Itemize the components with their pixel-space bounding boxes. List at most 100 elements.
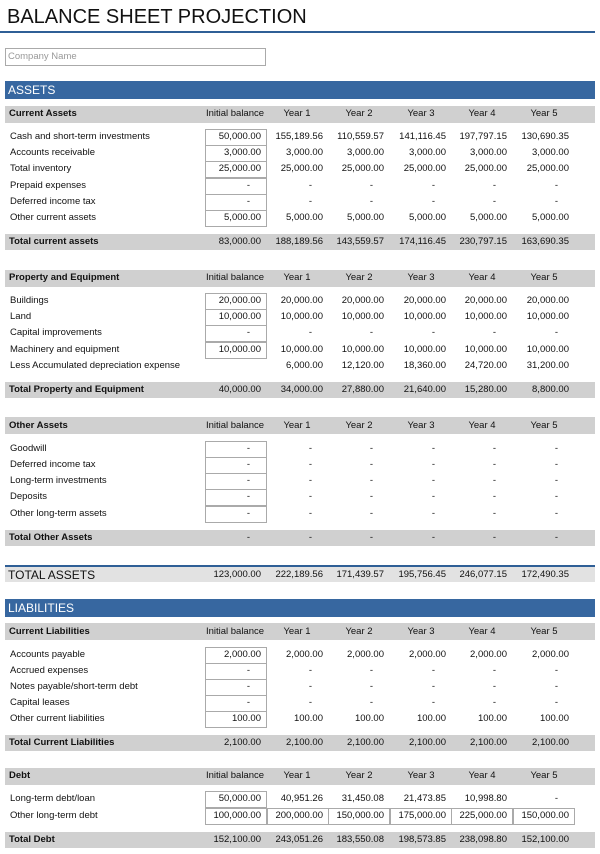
cell-value: - [246, 179, 250, 191]
row-label: Capital leases [10, 697, 70, 709]
column-header: Year 3 [407, 419, 435, 431]
grand-total-value: 222,189.56 [275, 568, 323, 580]
total-value: 2,100.00 [470, 737, 507, 749]
row-label: Accounts payable [10, 648, 85, 660]
input-cell[interactable] [205, 489, 267, 507]
cell-value: 2,000.00 [409, 648, 446, 660]
cell-value: - [492, 507, 496, 519]
cell-value: - [369, 664, 373, 676]
cell-value: 31,200.00 [526, 359, 569, 371]
total-value: 152,100.00 [213, 833, 261, 845]
cell-value: 141,116.45 [399, 131, 446, 142]
section-bar [5, 81, 595, 99]
input-cell[interactable] [205, 473, 267, 491]
input-cell[interactable] [205, 325, 267, 343]
column-header: Year 4 [468, 272, 496, 283]
input-cell[interactable] [205, 341, 267, 359]
cell-value: - [554, 179, 558, 191]
cell-value: - [246, 664, 250, 676]
cell-value: - [431, 459, 435, 470]
total-value: 40,000.00 [218, 383, 261, 395]
cell-value: - [554, 507, 558, 519]
total-label: Total Debt [9, 833, 55, 845]
input-cell[interactable] [205, 678, 267, 697]
cell-value: - [369, 459, 373, 470]
row-label: Long-term debt/loan [10, 793, 96, 805]
cell-value: - [431, 664, 435, 676]
input-cell[interactable] [328, 807, 390, 825]
cell-value: 20,000.00 [218, 295, 261, 306]
grand-total-label: TOTAL ASSETS [8, 567, 96, 582]
total-value: 34,000.00 [280, 383, 323, 395]
row-label: Other long-term debt [10, 809, 98, 821]
total-value: 15,280.00 [464, 383, 507, 395]
input-cell[interactable] [205, 440, 267, 458]
title-rule [0, 31, 595, 33]
row-label: Buildings [10, 295, 49, 306]
row-label: Accounts receivable [10, 147, 96, 159]
company-input[interactable]: Company Name [5, 48, 266, 66]
cell-value: 20,000.00 [341, 295, 384, 306]
cell-value: 100.00 [416, 713, 446, 725]
cell-value: 2,000.00 [347, 648, 384, 660]
cell-value: - [431, 442, 435, 454]
cell-value: 18,360.00 [403, 359, 446, 371]
row-label: Machinery and equipment [10, 343, 120, 355]
total-value: 8,800.00 [532, 383, 569, 395]
row-label: Other long-term assets [10, 507, 107, 519]
cell-value: - [492, 681, 496, 692]
grand-total-value: 172,490.35 [521, 568, 569, 580]
cell-value: 31,450.08 [341, 793, 384, 805]
cell-value: - [554, 491, 558, 503]
cell-value: - [246, 491, 250, 503]
cell-value: - [492, 664, 496, 676]
input-cell[interactable] [205, 662, 267, 680]
column-header: Year 3 [407, 770, 435, 782]
group-header: Property and Equipment [9, 272, 120, 283]
grand-total-value: 123,000.00 [213, 568, 261, 580]
total-label: Total Other Assets [9, 531, 93, 543]
column-header: Initial balance [205, 419, 265, 431]
cell-value: - [246, 507, 250, 519]
cell-value: 10,000.00 [403, 311, 446, 323]
input-cell[interactable] [205, 456, 267, 475]
cell-value: 3,000.00 [532, 147, 569, 159]
cell-value: 5,000.00 [409, 212, 446, 223]
cell-value: 10,000.00 [464, 343, 507, 355]
input-cell[interactable] [205, 695, 267, 713]
cell-value: 25,000.00 [218, 163, 261, 175]
column-header: Year 5 [530, 625, 558, 637]
cell-value: - [369, 697, 373, 709]
cell-value: - [246, 697, 250, 709]
column-header: Year 1 [283, 625, 311, 637]
cell-value: - [492, 697, 496, 709]
row-label: Deferred income tax [10, 459, 96, 470]
input-cell[interactable] [205, 193, 267, 211]
company-placeholder: Company Name [8, 51, 77, 62]
cell-value: - [369, 442, 373, 454]
cell-value: 100.00 [477, 713, 507, 725]
input-cell[interactable] [205, 209, 267, 228]
total-value: 83,000.00 [218, 236, 261, 247]
column-header: Initial balance [205, 770, 265, 782]
total-value: 163,690.35 [521, 236, 569, 247]
input-cell[interactable] [205, 177, 267, 195]
cell-value: - [246, 681, 250, 692]
cell-value: 100.00 [539, 713, 569, 725]
input-cell[interactable] [205, 711, 267, 729]
cell-value: 10,000.00 [218, 343, 261, 355]
section-bar [5, 598, 595, 617]
cell-value: 3,000.00 [347, 147, 384, 159]
group-header: Debt [9, 770, 31, 782]
cell-value: - [308, 507, 312, 519]
grand-total-value: 171,439.57 [336, 568, 384, 580]
input-cell[interactable] [513, 807, 575, 825]
column-header: Year 3 [407, 625, 435, 637]
group-header-bar [5, 623, 595, 641]
column-header: Year 4 [468, 108, 496, 119]
input-cell[interactable] [205, 807, 267, 825]
input-cell[interactable] [205, 505, 267, 523]
column-header: Year 3 [407, 272, 435, 283]
input-cell[interactable] [451, 807, 513, 825]
grand-total-bar [5, 565, 595, 583]
